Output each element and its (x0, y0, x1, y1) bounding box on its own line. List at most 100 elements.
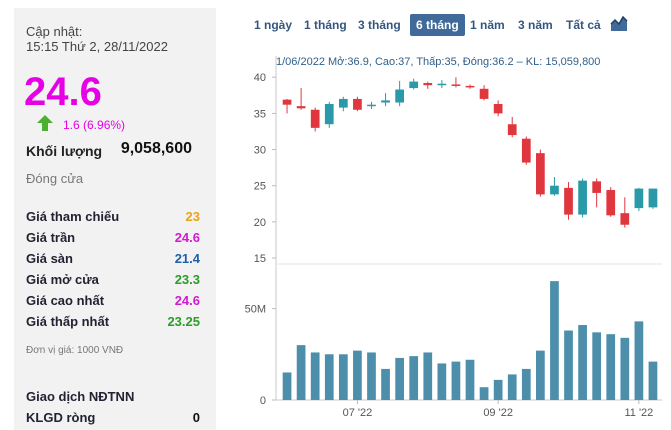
chart-type-icon[interactable] (610, 14, 628, 32)
candle-body (282, 99, 292, 105)
foreign-trading-label: Giao dịch NĐTNN (26, 389, 135, 404)
updated-time: 15:15 Thứ 2, 28/11/2022 (26, 39, 168, 54)
volume-bar (620, 337, 630, 400)
tab-3-năm[interactable]: 3 năm (518, 18, 553, 32)
volume-bar (479, 387, 489, 400)
volume-label: Khối lượng (26, 143, 103, 159)
volume-value: 9,058,600 (120, 140, 192, 157)
current-price: 24.6 (24, 70, 102, 114)
volume-bar (536, 350, 545, 400)
price-unit-note: Đơn vị giá: 1000 VNĐ (26, 345, 124, 356)
candle-body (296, 106, 306, 109)
price-row-value: 23.25 (167, 314, 200, 329)
volume-bar (507, 374, 517, 400)
candle-body (648, 188, 658, 208)
volume-bar (606, 334, 616, 400)
price-tick-label: 40 (254, 72, 266, 84)
price-row-label: Giá tham chiếu (26, 209, 120, 224)
price-row-label: Giá thấp nhất (26, 314, 110, 329)
close-label: Đóng cửa (26, 171, 84, 186)
volume-bar (634, 321, 644, 400)
stock-summary-panel (14, 8, 216, 430)
tab-Tất-cả[interactable]: Tất cả (566, 18, 601, 32)
volume-bar (409, 356, 419, 400)
candle-body (381, 100, 390, 103)
arrow-up-icon (37, 115, 53, 131)
volume-bar (592, 332, 602, 400)
candle-body (451, 84, 461, 86)
price-row-label: Giá sàn (26, 251, 73, 266)
candle-body (423, 83, 433, 86)
volume-bar (451, 361, 461, 400)
volume-bar (437, 363, 447, 400)
price-tick-label: 20 (254, 217, 266, 229)
volume-bar (324, 354, 334, 400)
candle-body (493, 103, 503, 114)
candle-body (310, 109, 320, 128)
tab-1-năm[interactable]: 1 năm (470, 18, 505, 32)
volume-bar (381, 368, 390, 400)
x-tick-label: 07 '22 (343, 407, 373, 419)
candle-body (353, 98, 362, 110)
volume-bar (493, 379, 503, 400)
price-tick-label: 30 (254, 145, 266, 157)
volume-bar (648, 361, 658, 400)
price-row-value: 24.6 (174, 293, 200, 308)
price-row-label: Giá trần (26, 230, 76, 245)
price-row-value: 23 (185, 209, 200, 224)
updated-label: Cập nhật: (26, 24, 83, 39)
candle-body (620, 213, 630, 225)
volume-bar (578, 325, 587, 400)
price-tick-label: 15 (254, 253, 266, 265)
candle-body (606, 190, 616, 216)
candle-body (465, 85, 475, 88)
volume-bar (338, 354, 348, 400)
price-tick-label: 35 (254, 108, 266, 120)
price-row-label: Giá cao nhất (26, 293, 105, 308)
volume-bar (423, 352, 433, 400)
volume-bar (550, 281, 559, 400)
candle-body (550, 185, 559, 195)
price-row-value: 23.3 (174, 272, 200, 287)
volume-bar (367, 352, 376, 400)
volume-bar (564, 330, 573, 400)
x-tick-label: 11 '22 (624, 407, 653, 419)
candle-info-line: 1/06/2022 Mở:36.9, Cao:37, Thấp:35, Đóng… (276, 56, 601, 68)
volume-tick-label: 0 (260, 395, 266, 407)
candle-body (578, 180, 587, 215)
candle-body (395, 89, 404, 103)
tab-1-tháng[interactable]: 1 tháng (304, 18, 347, 32)
volume-bar (465, 359, 475, 400)
candle-body (536, 153, 545, 195)
tab-3-tháng[interactable]: 3 tháng (358, 18, 401, 32)
net-volume-value: 0 (192, 410, 200, 425)
price-row-value: 24.6 (174, 230, 200, 245)
x-tick-label: 09 '22 (483, 407, 513, 419)
volume-bar (353, 350, 362, 400)
candle-body (479, 88, 489, 99)
candle-body (592, 181, 602, 193)
price-row-value: 21.4 (174, 251, 200, 266)
volume-bar (395, 357, 404, 400)
volume-tick-label: 50M (245, 304, 266, 316)
price-row-label: Giá mở cửa (26, 272, 99, 287)
candle-body (634, 188, 644, 209)
net-volume-label: KLGD ròng (26, 410, 96, 425)
tab-6-tháng[interactable]: 6 tháng (410, 14, 465, 36)
volume-bar (296, 345, 306, 400)
price-change: 1.6 (6.96%) (63, 118, 126, 132)
candle-body (437, 83, 447, 86)
price-tick-label: 25 (254, 181, 266, 193)
candle-body (367, 104, 376, 107)
volume-bar (282, 372, 292, 400)
volume-bar (310, 352, 320, 400)
candle-body (338, 98, 348, 108)
volume-bar (521, 368, 531, 400)
tab-1-ngày[interactable]: 1 ngày (254, 18, 293, 32)
candle-body (324, 103, 334, 125)
candle-body (507, 124, 517, 136)
candle-body (564, 187, 573, 215)
price-volume-chart[interactable]: 15 20 25 30 35 40 50M 0 07 '22 09 '22 11 '22 (240, 40, 665, 430)
candle-body (521, 138, 531, 163)
candle-body (409, 81, 419, 89)
